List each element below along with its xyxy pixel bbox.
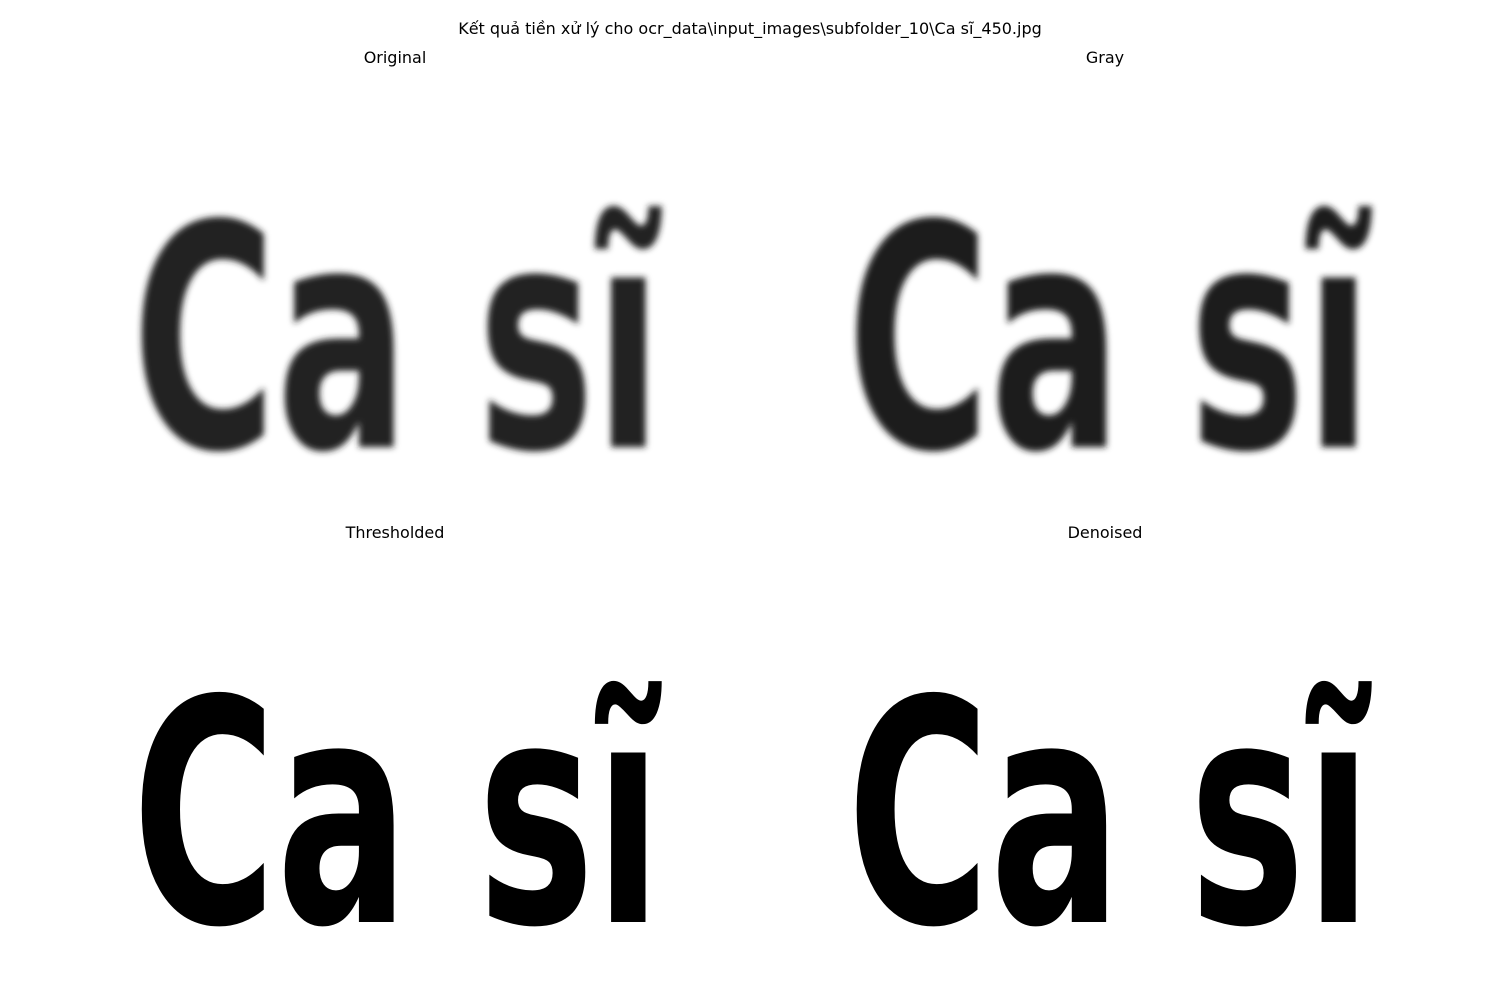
thresholded-background [100, 650, 690, 985]
panel-title-original: Original [363, 48, 427, 67]
panel-image-original: Ca sĩ [100, 175, 690, 510]
denoised-image-svg: Ca sĩ [815, 650, 1395, 985]
original-word-image: Ca sĩ [132, 175, 662, 510]
figure-title: Kết quả tiền xử lý cho ocr_data\input_im… [458, 19, 1042, 38]
gray-word-image: Ca sĩ [847, 175, 1372, 510]
panel-title-gray: Gray [1085, 48, 1125, 67]
panel-image-gray: Ca sĩ [815, 175, 1395, 510]
denoised-background [815, 650, 1395, 985]
thresholded-word-image: Ca sĩ [132, 650, 662, 985]
panel-title-denoised: Denoised [1067, 523, 1143, 542]
gray-background [815, 175, 1395, 510]
denoised-word-image: Ca sĩ [847, 650, 1372, 985]
thresholded-image-svg: Ca sĩ [100, 650, 690, 985]
original-image-svg: Ca sĩ [100, 175, 690, 510]
gray-image-svg: Ca sĩ [815, 175, 1395, 510]
panel-image-thresholded: Ca sĩ [100, 650, 690, 985]
original-background [100, 175, 690, 510]
panel-image-denoised: Ca sĩ [815, 650, 1395, 985]
panel-title-thresholded: Thresholded [345, 523, 445, 542]
